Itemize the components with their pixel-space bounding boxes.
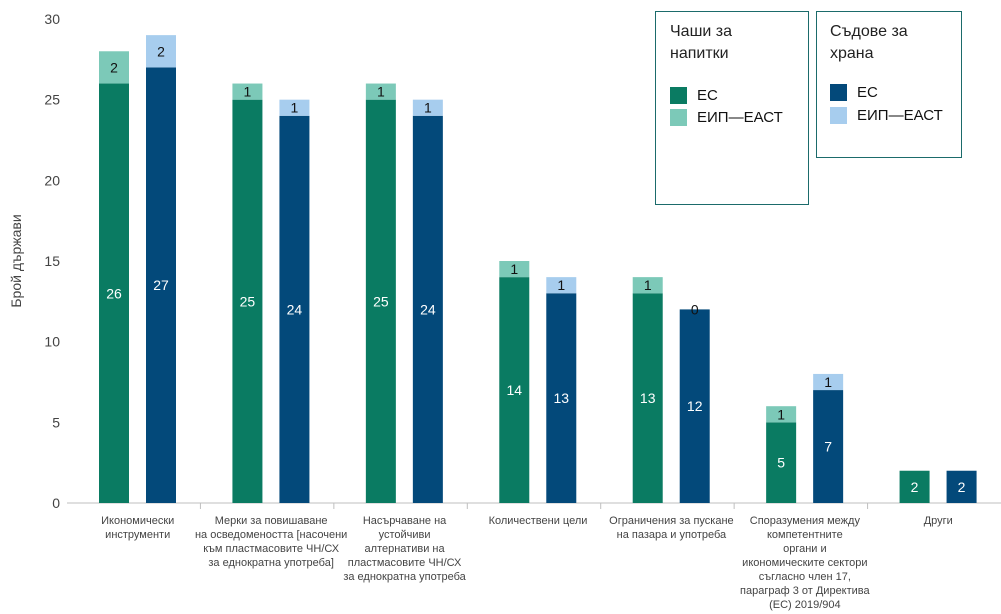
data-label-eu: 5 [777, 455, 785, 471]
bar-drink-eea [99, 51, 129, 84]
bar-food-eea [412, 99, 443, 116]
data-label-eea: 1 [244, 84, 252, 100]
x-category-label: инструменти [105, 529, 170, 541]
x-category-label: Споразумения между [750, 515, 861, 527]
x-category-label: Насърчаване на [363, 515, 447, 527]
bar-drink-eu [232, 99, 263, 504]
bar-drink-eu [499, 277, 530, 503]
x-category-label: Икономически [101, 515, 174, 527]
bar-food-eu [279, 115, 310, 504]
bar-food-eea [146, 35, 176, 68]
bar-food-eu [146, 67, 176, 504]
data-label-eea: 1 [557, 277, 565, 293]
data-label-eea: 2 [157, 43, 165, 59]
x-category-label: Мерки за повишаване [215, 515, 328, 527]
legend-food-containers: Съдове за храна ЕС ЕИП—ЕАСТ [816, 11, 962, 158]
data-label-eu: 14 [506, 382, 522, 398]
data-label-eu: 13 [640, 390, 656, 406]
data-label-eu: 27 [153, 277, 169, 293]
legend-item-drink-eu: ЕС [670, 87, 718, 104]
bar-food-eu [679, 309, 710, 503]
bar-food-eu [813, 390, 844, 503]
bar-drink-eea [766, 406, 797, 423]
data-label-eu: 2 [911, 479, 919, 495]
y-tick-label: 20 [44, 172, 60, 188]
y-tick-label: 5 [52, 414, 60, 430]
y-tick-label: 15 [44, 253, 60, 269]
legend-label-food-eea: ЕИП—ЕАСТ [857, 107, 943, 124]
data-label-eea: 1 [510, 261, 518, 277]
y-tick-label: 10 [44, 334, 60, 350]
data-label-eu: 26 [106, 285, 122, 301]
bar-drink-eea [365, 83, 396, 100]
x-category-label: алтернативи на [365, 543, 446, 555]
data-label-eea: 1 [291, 100, 299, 116]
x-category-label: Други [924, 515, 953, 527]
x-category-label: за еднократна употреба [343, 571, 466, 583]
data-label-eu: 25 [240, 293, 256, 309]
data-label-eea: 1 [824, 374, 832, 390]
bar-food-eu [412, 115, 443, 504]
legend-item-food-eea: ЕИП—ЕАСТ [830, 107, 943, 124]
bar-food-eea [279, 99, 310, 116]
bar-drink-eea [632, 277, 663, 294]
x-category-label: органи и [783, 543, 827, 555]
bar-drink-eu [99, 83, 129, 504]
x-category-label: към пластмасовите ЧН/СХ [203, 543, 339, 555]
x-category-label: на осведомеността [насочени [195, 529, 347, 541]
x-category-label: компетентните [767, 529, 843, 541]
legend-drink-cups: Чаши за напитки ЕС ЕИП—ЕАСТ [655, 11, 809, 205]
x-category-label: параграф 3 от Директива [740, 585, 870, 597]
y-tick-label: 0 [52, 495, 60, 511]
bar-drink-eu [766, 422, 797, 503]
x-category-label: Количествени цели [489, 515, 588, 527]
bar-drink-eu [632, 293, 663, 503]
bar-food-eu [946, 470, 977, 503]
data-label-eea: 1 [777, 406, 785, 422]
legend-swatch-food-eu [830, 84, 847, 101]
bar-drink-eea [499, 261, 530, 278]
y-tick-label: 30 [44, 11, 60, 27]
bar-food-eea [813, 373, 844, 391]
bar-drink-eea [232, 83, 263, 100]
x-category-label: на пазара и употреба [617, 529, 727, 541]
data-label-eea: 1 [424, 100, 432, 116]
x-category-label: пластмасовите ЧН/СХ [348, 557, 462, 569]
data-label-eu: 2 [958, 479, 966, 495]
data-label-eea: 1 [644, 277, 652, 293]
x-category-label: Ограничения за пускане [609, 515, 734, 527]
legend-swatch-food-eea [830, 107, 847, 124]
x-category-label: икономическите сектори [742, 557, 867, 569]
legend-item-drink-eea: ЕИП—ЕАСТ [670, 109, 783, 126]
bar-drink-eu [365, 99, 396, 504]
data-label-eu: 12 [687, 398, 703, 414]
x-category-label: съгласно член 17, [759, 571, 851, 583]
legend-label-drink-eea: ЕИП—ЕАСТ [697, 109, 783, 126]
x-category-label: (ЕС) 2019/904 [769, 599, 841, 611]
x-category-label: за еднократна употреба] [208, 557, 334, 569]
legend-label-food-eu: ЕС [857, 84, 878, 101]
data-label-eea: 1 [377, 84, 385, 100]
data-label-eu: 24 [287, 301, 303, 317]
data-label-eu: 7 [824, 439, 832, 455]
y-tick-label: 25 [44, 92, 60, 108]
bar-food-eea [546, 277, 577, 294]
x-category-label: устойчиви [379, 529, 431, 541]
legend-swatch-drink-eu [670, 87, 687, 104]
legend-swatch-drink-eea [670, 109, 687, 126]
legend-item-food-eu: ЕС [830, 84, 878, 101]
bar-drink-eu [899, 470, 930, 503]
y-axis-label: Брой държави [8, 214, 24, 307]
legend-food-containers-title: Съдове за храна [830, 23, 908, 62]
data-label-eu: 13 [553, 390, 569, 406]
legend-drink-cups-title: Чаши за напитки [670, 23, 733, 62]
legend-label-drink-eu: ЕС [697, 87, 718, 104]
data-label-eea: 0 [691, 301, 699, 317]
data-label-eu: 24 [420, 301, 436, 317]
bar-food-eu [546, 293, 577, 503]
data-label-eea: 2 [110, 59, 118, 75]
data-label-eu: 25 [373, 293, 389, 309]
